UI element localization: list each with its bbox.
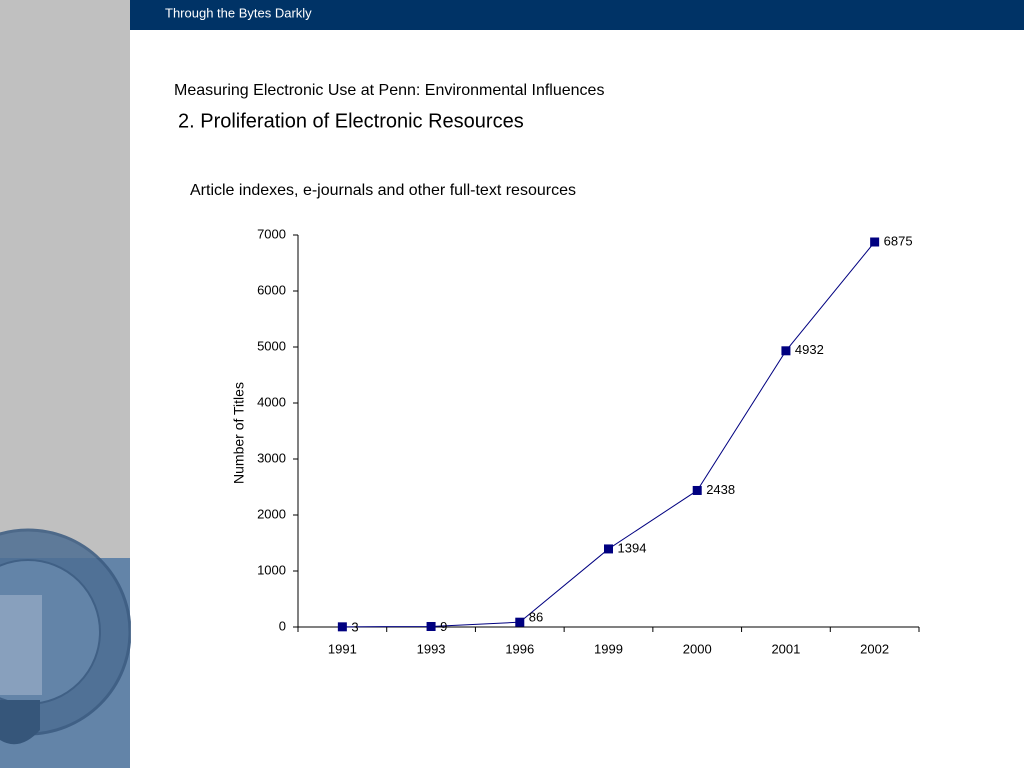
y-tick-label: 6000: [257, 282, 286, 297]
slide-subheading: 2. Proliferation of Electronic Resources: [178, 110, 524, 132]
seal-books: [0, 595, 42, 695]
x-tick-label: 2002: [860, 641, 889, 656]
x-tick-label: 1996: [505, 641, 534, 656]
seal-shield: [0, 700, 40, 745]
side-panel: [0, 0, 130, 558]
data-label: 3: [351, 619, 358, 634]
y-tick-label: 4000: [257, 394, 286, 409]
data-label: 1394: [618, 540, 647, 555]
data-label: 9: [440, 619, 447, 634]
data-label: 2438: [706, 482, 735, 497]
x-tick-label: 1993: [417, 641, 446, 656]
chart-title: Article indexes, e-journals and other fu…: [190, 182, 576, 199]
data-point: [604, 544, 613, 554]
x-tick-label: 2001: [771, 641, 800, 656]
y-tick-label: 3000: [257, 450, 286, 465]
chart: 0 1000 2000 3000 4000 5000 6000 7000 1991 1993 199…: [257, 226, 920, 656]
y-tick-label: 7000: [257, 226, 286, 241]
x-tick-label: 2000: [683, 641, 712, 656]
seal: [0, 528, 131, 745]
data-point: [337, 622, 347, 632]
y-tick-label: 2000: [257, 506, 286, 521]
y-axis-label: Number of Titles: [231, 382, 247, 484]
data-point: [781, 346, 791, 356]
data-label: 4932: [795, 342, 824, 357]
y-tick-label: 0: [279, 618, 286, 633]
x-tick-label: 1991: [328, 641, 357, 656]
x-tick-label: 1999: [594, 641, 623, 656]
header-bar: [130, 0, 1024, 30]
data-label: 6875: [884, 233, 913, 248]
slide-heading: Measuring Electronic Use at Penn: Enviro…: [174, 82, 604, 99]
data-point: [426, 621, 436, 631]
y-tick-label: 5000: [257, 338, 286, 353]
data-label: 86: [529, 610, 543, 625]
y-tick-label: 1000: [257, 562, 286, 577]
header-title: Through the Bytes Darkly: [165, 5, 312, 20]
data-point: [870, 237, 880, 247]
data-point: [692, 485, 702, 495]
data-point: [515, 617, 525, 627]
